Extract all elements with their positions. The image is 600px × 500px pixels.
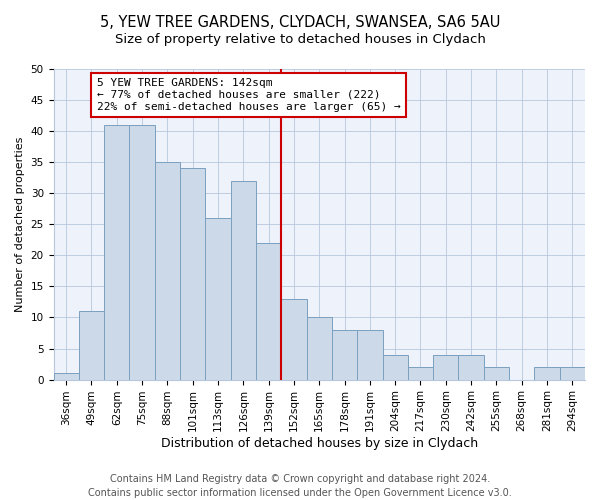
Text: Size of property relative to detached houses in Clydach: Size of property relative to detached ho… <box>115 32 485 46</box>
Text: 5 YEW TREE GARDENS: 142sqm
← 77% of detached houses are smaller (222)
22% of sem: 5 YEW TREE GARDENS: 142sqm ← 77% of deta… <box>97 78 400 112</box>
Bar <box>155 162 180 380</box>
Bar <box>535 367 560 380</box>
Bar <box>433 354 458 380</box>
Bar <box>180 168 205 380</box>
Bar <box>357 330 383 380</box>
Bar <box>230 181 256 380</box>
Bar <box>281 299 307 380</box>
Bar <box>307 318 332 380</box>
Bar <box>256 243 281 380</box>
Bar <box>560 367 585 380</box>
Text: 5, YEW TREE GARDENS, CLYDACH, SWANSEA, SA6 5AU: 5, YEW TREE GARDENS, CLYDACH, SWANSEA, S… <box>100 15 500 30</box>
Y-axis label: Number of detached properties: Number of detached properties <box>15 136 25 312</box>
Text: Contains HM Land Registry data © Crown copyright and database right 2024.
Contai: Contains HM Land Registry data © Crown c… <box>88 474 512 498</box>
Bar <box>458 354 484 380</box>
Bar <box>408 367 433 380</box>
Bar <box>332 330 357 380</box>
Bar <box>79 312 104 380</box>
Bar <box>53 374 79 380</box>
Bar <box>383 354 408 380</box>
Bar <box>484 367 509 380</box>
Bar <box>205 218 230 380</box>
Bar <box>130 125 155 380</box>
X-axis label: Distribution of detached houses by size in Clydach: Distribution of detached houses by size … <box>161 437 478 450</box>
Bar <box>104 125 130 380</box>
